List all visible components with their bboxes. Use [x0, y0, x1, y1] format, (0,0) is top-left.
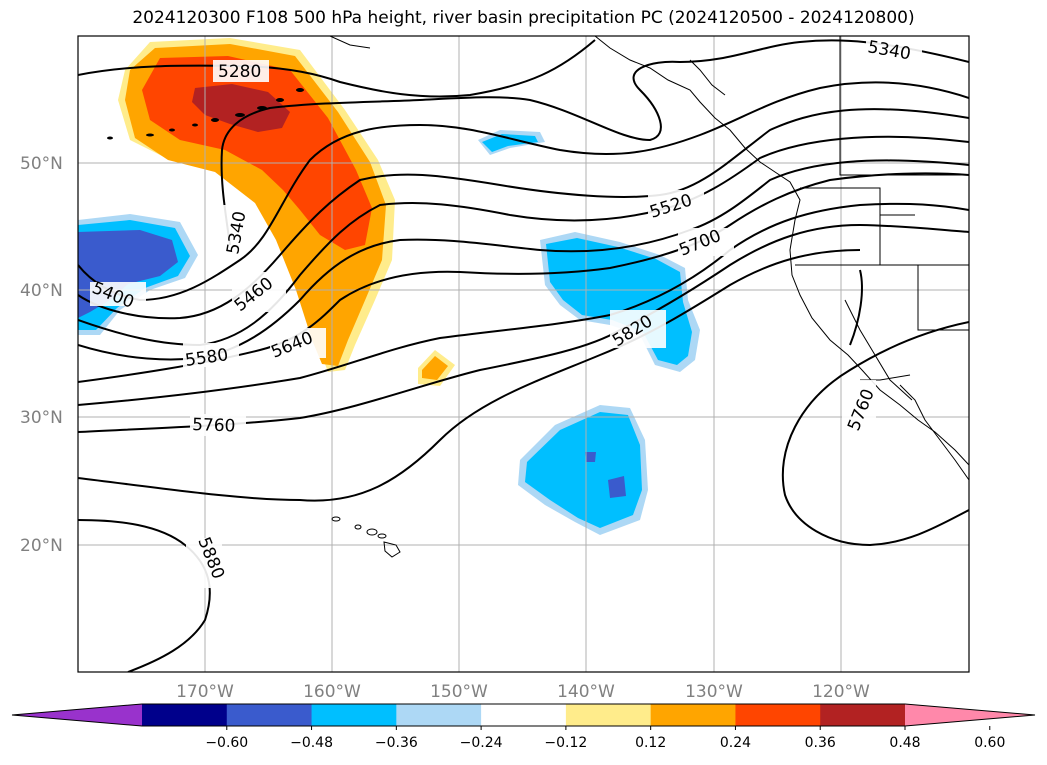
contour-5340 [220, 39, 969, 246]
colorbar-tick-label: 0.24 [720, 735, 751, 751]
colorbar-tick-label: −0.12 [544, 735, 587, 751]
coastlines [329, 36, 969, 481]
longitude-label: 140°W [557, 682, 615, 702]
map-title: 2024120300 F108 500 hPa height, river ba… [132, 8, 915, 28]
contour-5820-east [849, 269, 863, 346]
contour-5820 [78, 249, 861, 502]
contour-5280 [78, 39, 596, 98]
colorbar-segment [820, 704, 906, 726]
contour-labels: 5280 5340 5340 5400 5460 5520 5580 5640 … [89, 37, 922, 588]
latitude-labels: 50°N 40°N 30°N 20°N [20, 154, 63, 556]
contour-5700 [78, 202, 969, 406]
colorbar: −0.60 −0.48 −0.36 −0.24 −0.12 0.12 0.24 0.36 0.4… [11, 703, 1036, 751]
latitude-label: 40°N [20, 281, 63, 301]
colorbar-segment [142, 704, 228, 726]
colorbar-segment [481, 704, 567, 726]
aleutian-islands [107, 88, 304, 140]
hawaiian-islands [331, 516, 401, 558]
contour-5520 [78, 135, 969, 347]
contour-label: 5280 [218, 62, 261, 82]
contour-5640 [78, 172, 969, 383]
latitude-label: 50°N [20, 154, 63, 174]
colorbar-tick-label: −0.36 [375, 735, 418, 751]
contour-5760-west [78, 223, 969, 433]
map-plot-area: 5280 5340 5340 5400 5460 5520 5580 5640 … [78, 36, 969, 672]
contour-5400 [78, 81, 969, 302]
map-frame [77, 35, 970, 673]
colorbar-segment [735, 704, 821, 726]
latitude-label: 20°N [20, 536, 63, 556]
positive-anomaly-max [192, 84, 290, 132]
colorbar-segment [565, 704, 652, 726]
colorbar-segment [226, 704, 313, 726]
longitude-labels: 170°W 160°W 150°W 140°W 130°W 120°W [176, 682, 870, 702]
height-contours [78, 39, 969, 672]
longitude-label: 130°W [685, 682, 743, 702]
colorbar-tick-label: 0.36 [805, 735, 836, 751]
contour-5760-east [781, 321, 969, 547]
colorbar-extend-high [905, 704, 1035, 726]
contour-label: 5760 [192, 415, 236, 436]
longitude-label: 150°W [430, 682, 488, 702]
colorbar-segment [311, 704, 397, 726]
longitude-label: 160°W [303, 682, 361, 702]
colorbar-tick-label: 0.12 [635, 735, 666, 751]
colorbar-tick-label: −0.48 [290, 735, 333, 751]
colorbar-extend-low [12, 704, 142, 726]
contour-5460 [78, 108, 969, 320]
colorbar-tick-label: −0.60 [205, 735, 248, 751]
colorbar-segment [396, 704, 482, 726]
colorbar-tick-label: 0.48 [889, 735, 920, 751]
colorbar-outline [11, 703, 1036, 727]
longitude-label: 120°W [812, 682, 870, 702]
colorbar-tick-label: 0.60 [974, 735, 1005, 751]
colorbar-tick-label: −0.24 [460, 735, 503, 751]
colorbar-segment [650, 704, 736, 726]
latitude-label: 30°N [20, 408, 63, 428]
longitude-label: 170°W [176, 682, 234, 702]
